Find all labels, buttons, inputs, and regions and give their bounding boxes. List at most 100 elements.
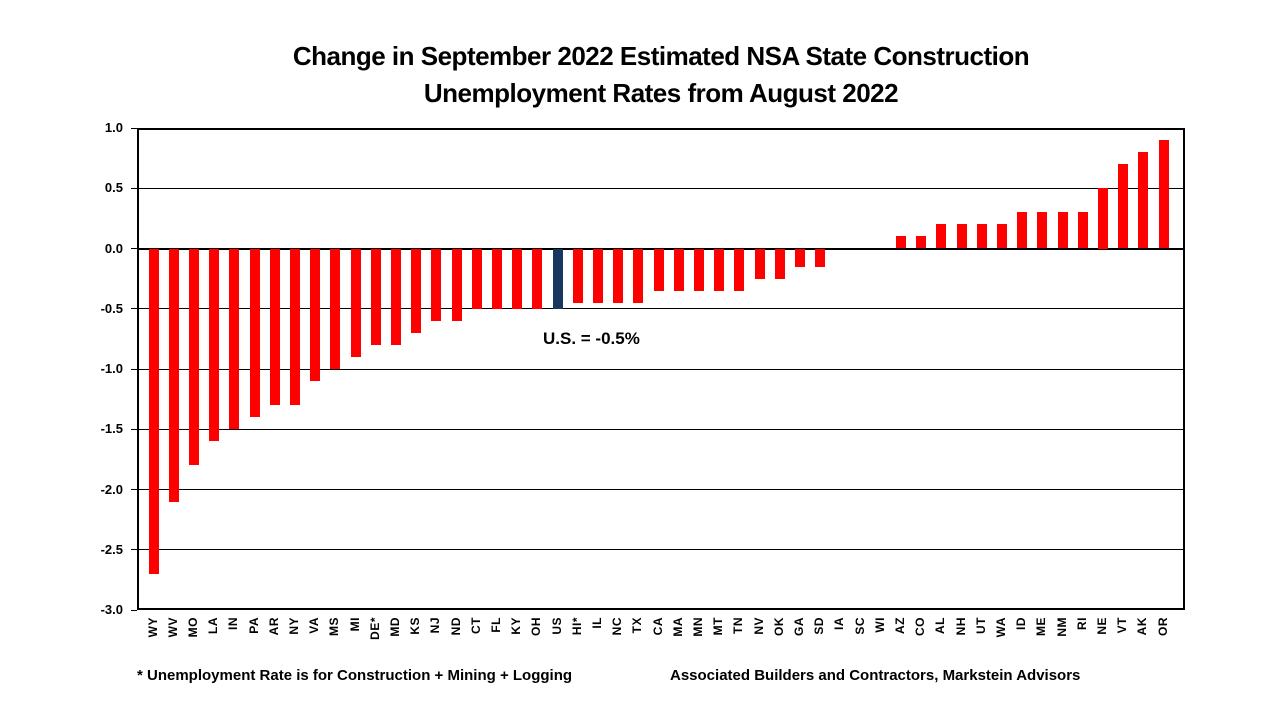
bar-DE [370,248,381,345]
bar-OH [532,248,543,309]
x-label-AL: AL [933,617,948,634]
x-label-NV: NV [751,617,766,635]
bar-NV [754,248,765,279]
bar-MS [330,248,341,369]
x-label-UT: UT [973,617,988,634]
x-label-KY: KY [509,617,524,635]
bar-NM [1057,212,1068,249]
x-label-MI: MI [347,617,362,632]
x-label-AZ: AZ [892,617,907,634]
y-tick-label--2.5: -2.5 [100,541,123,557]
plot-area [137,128,1185,610]
y-tick-label--2.0: -2.0 [100,481,123,497]
x-label-IL: IL [589,617,604,629]
x-label-US: US [549,617,564,635]
bar-OK [774,248,785,279]
gridline--0.5 [137,308,1185,310]
footnote: * Unemployment Rate is for Construction … [137,667,573,684]
x-label-NM: NM [1054,617,1069,637]
bar-MD [390,248,401,345]
x-label-MN: MN [690,617,705,637]
bar-KY [512,248,523,309]
bar-CA [653,248,664,291]
bar-NJ [431,248,442,321]
gridline-0.5 [137,187,1185,189]
x-label-RI: RI [1074,617,1089,630]
bar-OR [1158,140,1169,249]
bar-ME [1037,212,1048,249]
x-label-GA: GA [791,617,806,636]
bar-MI [350,248,361,357]
x-label-NJ: NJ [428,617,443,634]
x-label-ID: ID [1014,617,1029,630]
x-label-ME: ME [1034,617,1049,636]
y-tick-mark [131,489,137,490]
x-label-SD: SD [812,617,827,635]
y-tick-mark [131,127,137,129]
y-tick-label--1.5: -1.5 [100,421,123,437]
bar-HI [572,248,583,303]
bar-WY [148,248,159,574]
x-label-TN: TN [731,617,746,634]
bar-RI [1077,212,1088,249]
bar-CO [916,236,927,249]
bar-KS [411,248,422,333]
x-label-MS: MS [327,617,342,636]
y-tick-mark [131,308,137,310]
y-tick-mark [131,248,137,249]
bar-AZ [895,236,906,249]
x-label-CO: CO [913,617,928,636]
x-label-AK: AK [1135,617,1150,636]
x-label-VT: VT [1115,617,1130,634]
x-label-WY: WY [145,617,160,638]
bar-MO [188,248,199,466]
bar-SD [815,248,826,267]
x-label-MA: MA [670,617,685,637]
x-label-OR: OR [1155,617,1170,636]
bar-IL [592,248,603,303]
source-credit: Associated Builders and Contractors, Mar… [670,667,1081,684]
x-label-OK: OK [771,617,786,636]
bar-NC [613,248,624,303]
x-label-NC: NC [610,617,625,636]
bar-IN [229,248,240,430]
x-label-SC: SC [852,617,867,635]
y-tick-mark [131,187,137,189]
bar-US [552,248,563,309]
x-label-IN: IN [226,617,241,630]
y-tick-mark [131,428,137,430]
chart-title: Change in September 2022 Estimated NSA S… [137,38,1185,112]
x-label-DE: DE* [367,617,382,640]
x-label-VA: VA [307,617,322,634]
x-label-PA: PA [246,617,261,634]
bar-AK [1138,152,1149,249]
x-label-IA: IA [832,617,847,630]
x-label-KS: KS [408,617,423,635]
bar-MN [693,248,704,291]
y-tick-mark [131,549,137,551]
y-tick-mark [131,609,137,611]
bar-AL [936,224,947,249]
bar-TN [734,248,745,291]
x-label-MT: MT [711,617,726,636]
y-tick-label--1.0: -1.0 [100,361,123,376]
bar-MA [673,248,684,291]
bar-TX [633,248,644,303]
bar-ND [451,248,462,321]
x-label-MD: MD [387,617,402,637]
x-label-LA: LA [206,617,221,634]
chart-title-line1: Change in September 2022 Estimated NSA S… [292,41,1030,71]
bar-WA [996,224,1007,249]
x-label-WA: WA [993,617,1008,638]
chart-title-line2: Unemployment Rates from August 2022 [423,78,899,108]
x-label-NE: NE [1094,617,1109,635]
bar-NY [289,248,300,406]
x-label-CT: CT [468,617,483,634]
x-label-ND: ND [448,617,463,636]
bar-CT [471,248,482,309]
bar-VA [310,248,321,382]
x-label-HI: HI* [569,617,584,636]
bar-NE [1097,188,1108,249]
y-tick-label-0.5: 0.5 [104,180,123,196]
y-tick-label-0.0: 0.0 [104,240,123,256]
